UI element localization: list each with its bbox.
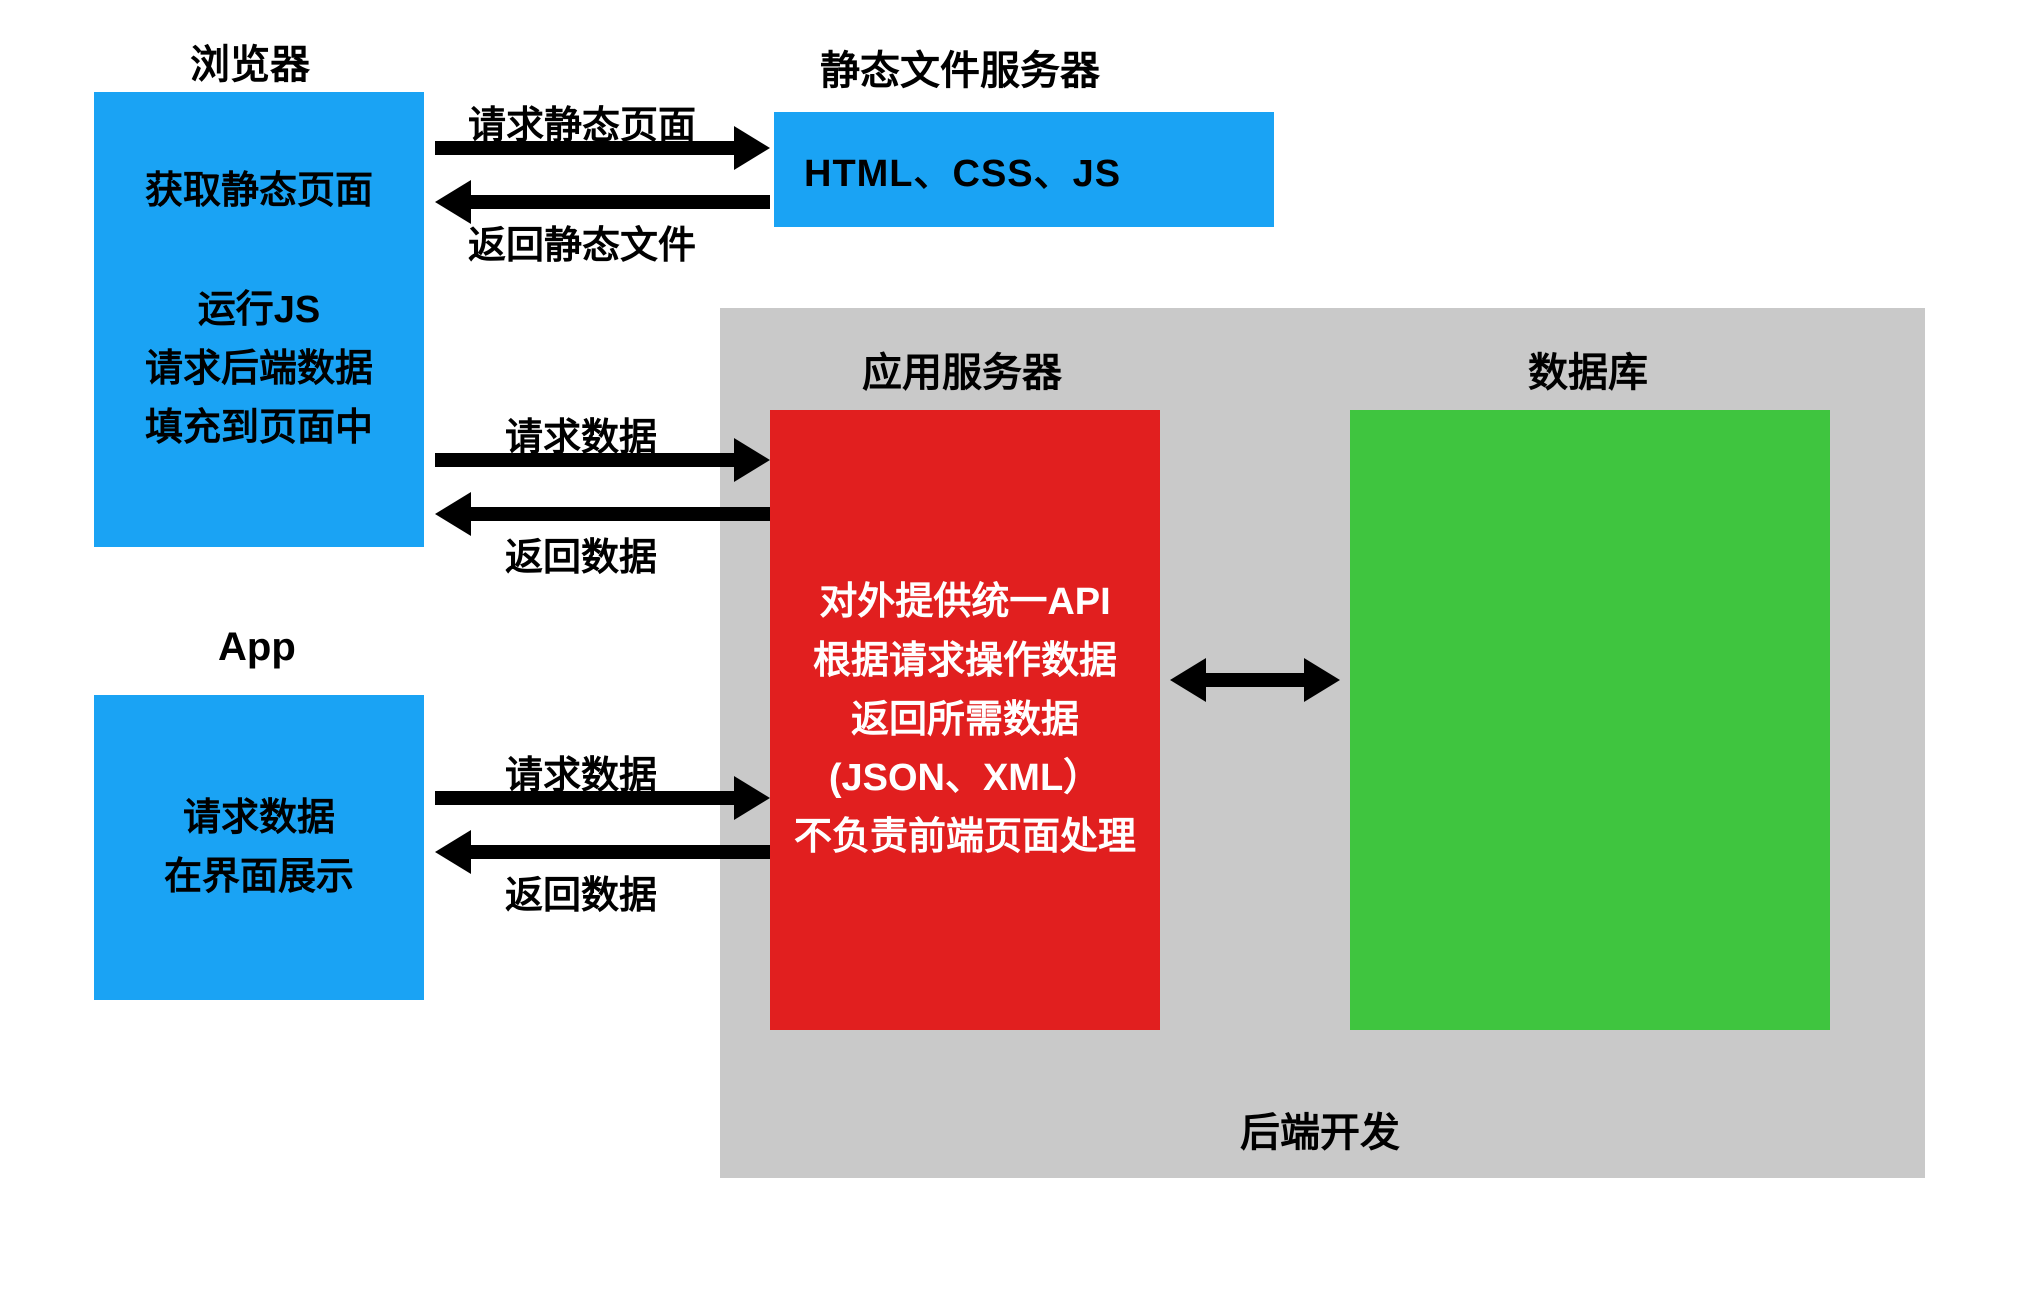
arrows-layer [0,0,2038,1304]
diagram-stage: 浏览器 静态文件服务器 App 应用服务器 数据库 后端开发 获取静态页面 运行… [0,0,2038,1304]
arrow-label-ret-static: 返回静态文件 [468,214,696,269]
arrow-label-req-static: 请求静态页面 [468,94,696,149]
arrow-label-req-data-1: 请求数据 [505,406,657,461]
arrow-label-req-data-2: 请求数据 [505,744,657,799]
arrow-label-ret-data-2: 返回数据 [505,864,657,919]
arrow-label-ret-data-1: 返回数据 [505,526,657,581]
